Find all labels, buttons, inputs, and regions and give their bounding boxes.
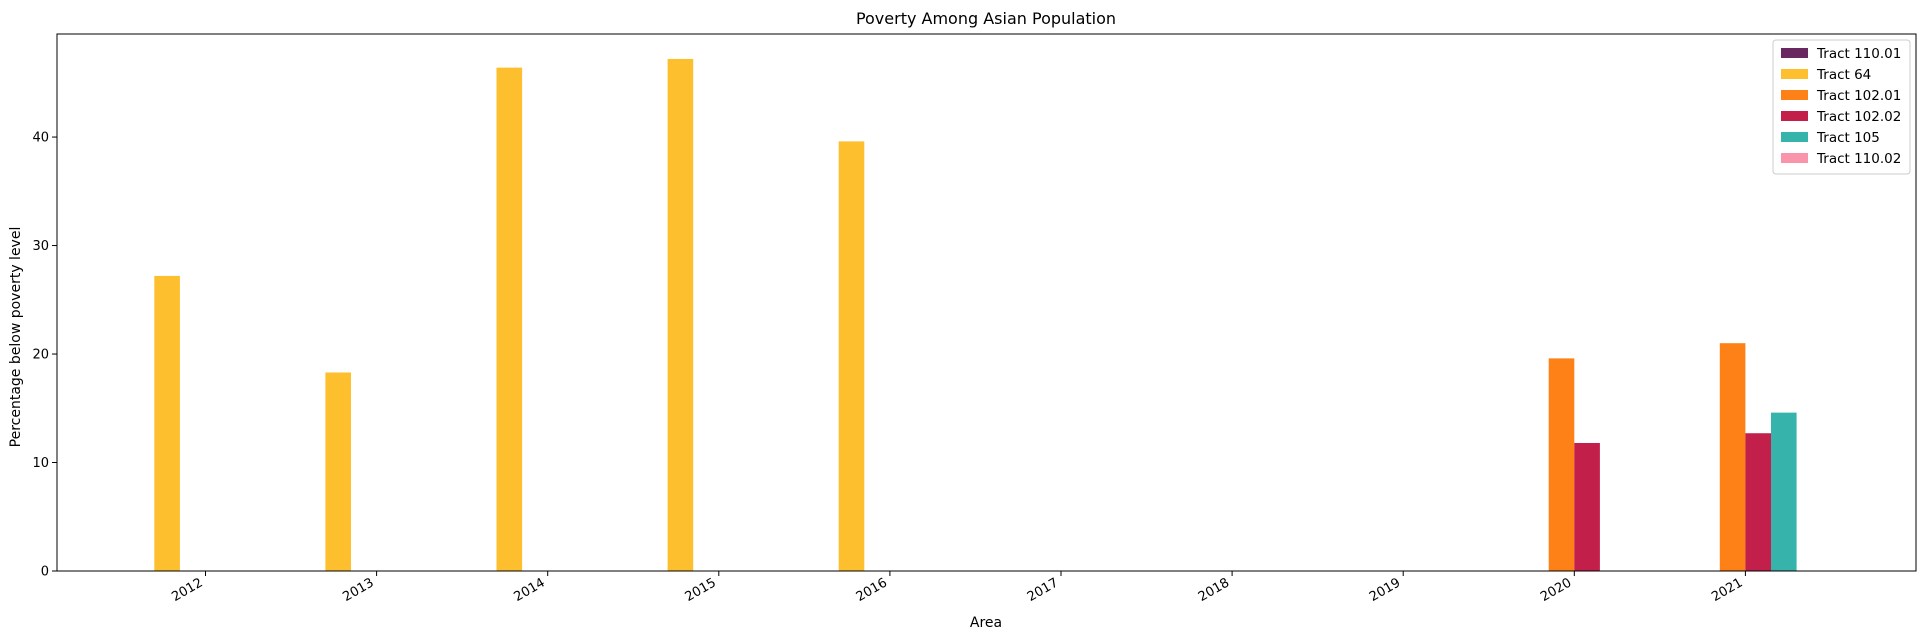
x-tick-label: 2012 xyxy=(169,575,205,605)
bar xyxy=(1745,433,1771,571)
axes-layer: 0 10 20 30 40 2012 2013 2014 2015 2016 2017 2018 201… xyxy=(32,33,1917,605)
x-tick-label: 2014 xyxy=(512,575,548,605)
legend-swatch xyxy=(1781,111,1808,121)
bar xyxy=(1548,358,1575,571)
bar xyxy=(1719,343,1746,571)
bar xyxy=(1574,442,1600,571)
bar xyxy=(667,58,694,571)
y-tick-label: 0 xyxy=(41,565,49,580)
legend-label: Tract 64 xyxy=(1816,67,1871,83)
y-tick-label: 10 xyxy=(32,456,49,471)
legend-label: Tract 105 xyxy=(1816,130,1880,146)
x-tick-label: 2017 xyxy=(1025,575,1061,605)
x-tick-label: 2020 xyxy=(1538,575,1574,605)
x-tick-label: 2013 xyxy=(340,575,376,605)
legend-label: Tract 110.02 xyxy=(1816,151,1901,167)
x-tick-label: 2018 xyxy=(1196,575,1232,605)
legend-label: Tract 110.01 xyxy=(1816,46,1901,62)
y-tick-label: 30 xyxy=(32,239,49,254)
legend-swatch xyxy=(1781,48,1808,58)
legend-swatch xyxy=(1781,90,1808,100)
bar xyxy=(496,67,523,571)
legend-swatch xyxy=(1781,69,1808,79)
legend-label: Tract 102.01 xyxy=(1816,88,1901,104)
plot-frame xyxy=(56,33,1917,572)
legend: Tract 110.01 Tract 64 Tract 102.01 Tract 10… xyxy=(1772,39,1911,175)
bar xyxy=(1771,412,1797,571)
legend-swatch xyxy=(1781,153,1808,163)
x-tick-label: 2019 xyxy=(1367,575,1403,605)
y-axis-label: Percentage below poverty level xyxy=(8,227,24,448)
legend-label: Tract 102.02 xyxy=(1816,109,1901,125)
x-tick-label: 2021 xyxy=(1709,575,1745,605)
x-tick-label: 2015 xyxy=(683,575,719,605)
chart-title: Poverty Among Asian Population xyxy=(856,9,1116,28)
y-tick-label: 20 xyxy=(32,348,49,363)
bar xyxy=(838,141,865,571)
bars-layer xyxy=(154,58,1797,571)
y-tick-label: 40 xyxy=(32,131,49,146)
legend-swatch xyxy=(1781,132,1808,142)
bar xyxy=(325,372,351,571)
x-axis-label: Area xyxy=(970,615,1002,631)
x-tick-label: 2016 xyxy=(854,575,890,605)
bar xyxy=(154,275,180,571)
